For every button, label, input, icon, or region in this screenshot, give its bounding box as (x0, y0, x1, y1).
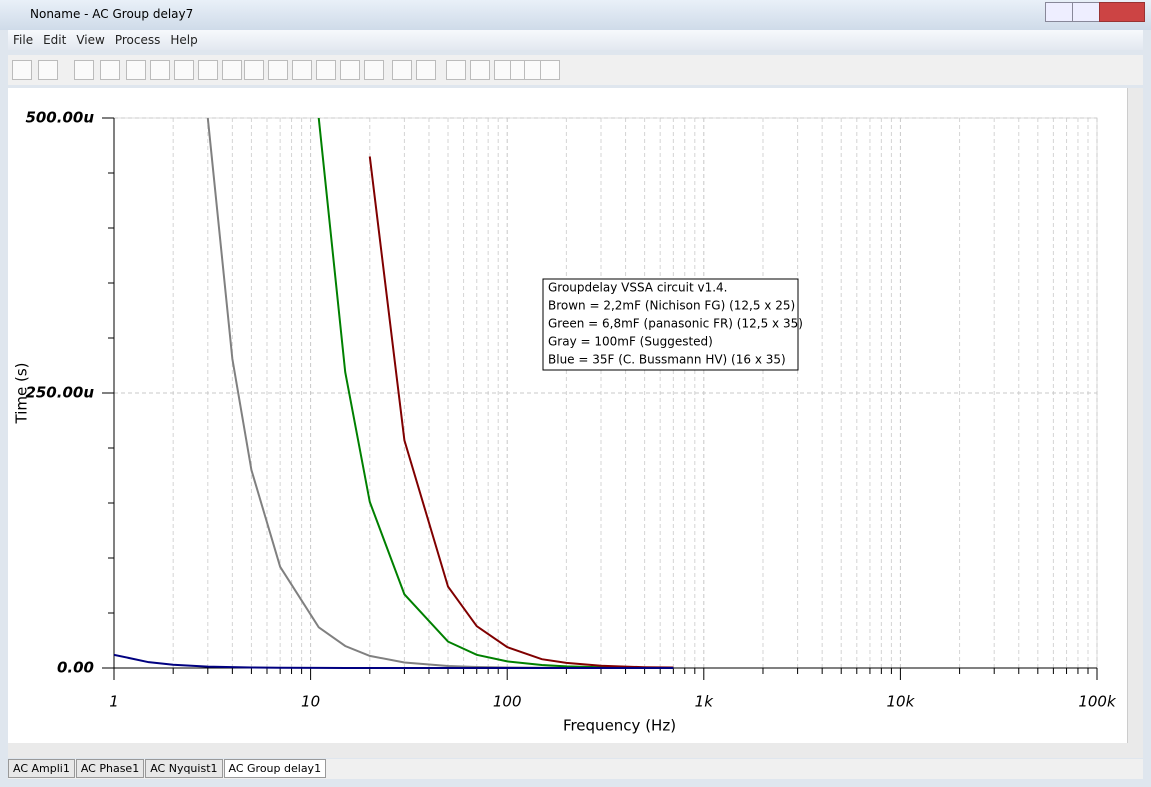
x-tick-label: 100k (1078, 693, 1117, 711)
toolbar (8, 55, 1143, 85)
toolbar-button[interactable] (150, 60, 170, 80)
toolbar-button[interactable] (198, 60, 218, 80)
y-tick-label: 250.00u (25, 384, 94, 402)
x-tick-label: 10k (887, 693, 916, 711)
toolbar-button[interactable] (316, 60, 336, 80)
series-line (368, 156, 674, 669)
tab[interactable]: AC Group delay1 (223, 759, 327, 778)
toolbar-button[interactable] (540, 60, 560, 80)
tab[interactable]: AC Phase1 (75, 759, 145, 778)
menu-item[interactable]: View (76, 33, 105, 47)
toolbar-button[interactable] (126, 60, 146, 80)
horizontal-scrollbar[interactable] (8, 743, 1143, 758)
y-tick-label: 500.00u (25, 109, 94, 127)
x-tick-label: 10 (301, 693, 320, 711)
annotation-text: Groupdelay VSSA circuit v1.4. (548, 281, 727, 295)
plot-area (8, 88, 1127, 743)
annotation-text: Gray = 100mF (Suggested) (548, 335, 713, 349)
menu-item[interactable]: File (13, 33, 34, 47)
toolbar-button[interactable] (470, 60, 490, 80)
x-axis-label: Frequency (Hz) (563, 717, 676, 735)
menu-item[interactable]: Help (170, 33, 198, 47)
close-button[interactable] (1099, 2, 1145, 22)
x-tick-label: 1 (109, 693, 119, 711)
toolbar-button[interactable] (174, 60, 194, 80)
annotation-text: Blue = 35F (C. Bussmann HV) (16 x 35) (548, 353, 786, 367)
toolbar-button[interactable] (446, 60, 466, 80)
menu-bar: File Edit View Process Help (8, 30, 1143, 50)
toolbar-button[interactable] (222, 60, 242, 80)
toolbar-button[interactable] (364, 60, 384, 80)
toolbar-button[interactable] (100, 60, 120, 80)
menu-item[interactable]: Edit (43, 33, 67, 47)
toolbar-button[interactable] (292, 60, 312, 80)
title-bar: Noname - AC Group delay7 (0, 0, 1151, 30)
toolbar-button[interactable] (268, 60, 288, 80)
toolbar-button[interactable] (244, 60, 264, 80)
toolbar-button[interactable] (74, 60, 94, 80)
y-axis-label: Time (s) (13, 363, 31, 425)
annotation-text: Green = 6,8mF (panasonic FR) (12,5 x 35) (548, 317, 803, 331)
window-title: Noname - AC Group delay7 (30, 7, 194, 21)
tab-bar: AC Ampli1 AC Phase1 AC Nyquist1 AC Group de… (8, 759, 1143, 779)
toolbar-button[interactable] (12, 60, 32, 80)
annotation-box: Groupdelay VSSA circuit v1.4. Brown = 2,2… (542, 278, 803, 371)
annotation-frame (542, 278, 799, 371)
menu-item[interactable]: Process (114, 33, 161, 47)
vertical-scrollbar[interactable] (1127, 88, 1143, 743)
tab[interactable]: AC Ampli1 (8, 759, 75, 778)
x-tick-label: 100 (493, 693, 522, 711)
x-tick-label: 1k (695, 693, 715, 711)
tab[interactable]: AC Nyquist1 (145, 759, 223, 778)
toolbar-button[interactable] (392, 60, 412, 80)
toolbar-button[interactable] (38, 60, 58, 80)
toolbar-button[interactable] (340, 60, 360, 80)
series-line (114, 653, 674, 669)
annotation-text: Brown = 2,2mF (Nichison FG) (12,5 x 25) (548, 299, 795, 313)
toolbar-button[interactable] (416, 60, 436, 80)
y-tick-label: 0.00 (57, 659, 94, 677)
